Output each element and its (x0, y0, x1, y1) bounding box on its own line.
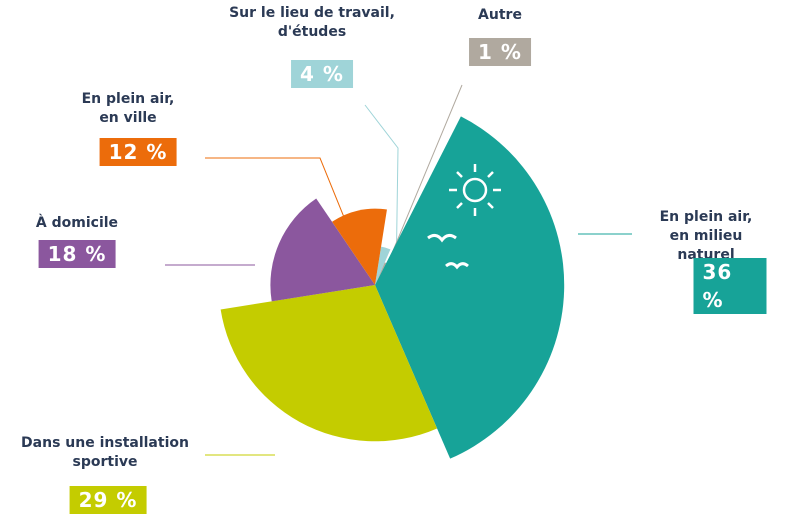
connector (364, 104, 399, 283)
category-label: À domicile (35, 215, 119, 231)
wedges (220, 116, 565, 459)
sun-icon (449, 164, 501, 216)
category-label: Sur le lieu de travail, d'études (229, 5, 395, 40)
value-label: 1 % (469, 38, 531, 66)
category-label: En plein air, en milieu naturel (659, 209, 753, 263)
category-label: En plein air, en ville (81, 91, 175, 126)
birds-icon (427, 233, 469, 270)
category-label: Autre (478, 7, 522, 23)
wedge (220, 285, 438, 442)
wedge (270, 198, 375, 302)
connector (205, 157, 351, 233)
value-label: 4 % (291, 60, 353, 88)
category-label: Dans une installation sportive (21, 435, 189, 470)
value-label: 36 % (693, 258, 767, 314)
wedge (375, 246, 391, 285)
value-label: 12 % (99, 138, 177, 166)
wedge (332, 208, 387, 285)
value-label: 18 % (38, 240, 116, 268)
value-label: 29 % (69, 486, 147, 514)
wedge (375, 116, 565, 459)
wedge (375, 262, 387, 285)
